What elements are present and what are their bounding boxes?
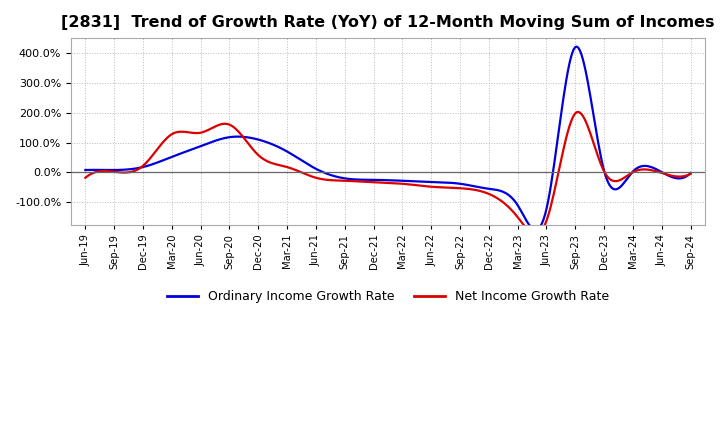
Ordinary Income Growth Rate <box>518 210 526 216</box>
Title: [2831]  Trend of Growth Rate (YoY) of 12-Month Moving Sum of Incomes: [2831] Trend of Growth Rate (YoY) of 12-… <box>61 15 715 30</box>
Net Income Growth Rate <box>462 186 470 191</box>
Net Income Growth Rate <box>278 163 287 169</box>
Ordinary Income Growth Rate <box>154 160 163 165</box>
Legend: Ordinary Income Growth Rate, Net Income Growth Rate: Ordinary Income Growth Rate, Net Income … <box>162 285 614 308</box>
Ordinary Income Growth Rate <box>686 170 695 176</box>
Ordinary Income Growth Rate <box>320 170 329 176</box>
Line: Ordinary Income Growth Rate: Ordinary Income Growth Rate <box>86 47 690 230</box>
Net Income Growth Rate <box>154 146 163 151</box>
Ordinary Income Growth Rate <box>572 44 581 49</box>
Net Income Growth Rate <box>574 109 582 114</box>
Net Income Growth Rate <box>521 224 530 230</box>
Ordinary Income Growth Rate <box>81 167 90 172</box>
Ordinary Income Growth Rate <box>278 147 287 152</box>
Line: Net Income Growth Rate: Net Income Growth Rate <box>86 112 690 235</box>
Net Income Growth Rate <box>320 177 329 182</box>
Net Income Growth Rate <box>531 232 540 237</box>
Ordinary Income Growth Rate <box>521 216 530 221</box>
Net Income Growth Rate <box>686 171 695 176</box>
Ordinary Income Growth Rate <box>462 182 470 187</box>
Net Income Growth Rate <box>518 220 526 226</box>
Net Income Growth Rate <box>81 175 90 180</box>
Ordinary Income Growth Rate <box>531 227 540 232</box>
